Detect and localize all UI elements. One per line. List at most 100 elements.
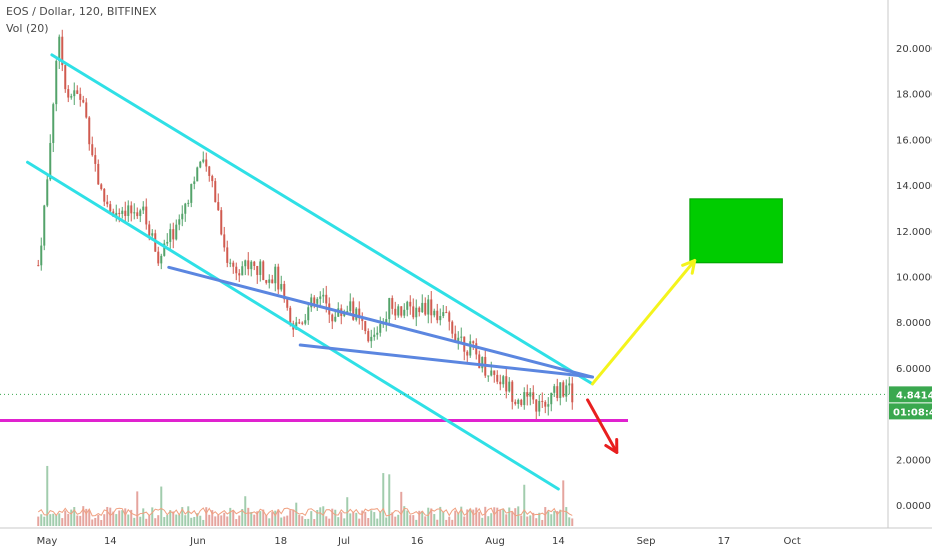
bullish-arrow-head[interactable] (681, 259, 697, 275)
volume-bar (319, 507, 322, 526)
volume-bar (397, 514, 400, 526)
volume-bar (487, 516, 490, 526)
candle-body (202, 159, 205, 162)
volume-bar (295, 502, 298, 526)
volume-bar (421, 511, 424, 526)
volume-bar (430, 508, 433, 526)
volume-bar (490, 513, 493, 526)
candle-body (283, 283, 286, 300)
volume-bar (217, 515, 220, 526)
candle-body (49, 143, 52, 180)
candle-body (139, 210, 142, 217)
volume-bar (349, 513, 352, 526)
volume-bar (418, 510, 421, 526)
volume-bar (112, 511, 115, 526)
volume-bar (100, 519, 103, 526)
time-tick-label: 14 (104, 536, 117, 547)
channel-upper-line[interactable] (50, 53, 594, 386)
price-tick-label: 8.0000 (896, 318, 931, 329)
candle-body (250, 261, 253, 270)
candle-body (532, 392, 535, 400)
candle-body (40, 245, 43, 266)
price-tick-label: 18.0000 (896, 90, 932, 101)
volume-bar (403, 506, 406, 526)
candle-body (205, 159, 208, 167)
volume-bar (481, 517, 484, 526)
volume-bar (82, 506, 85, 526)
candle-body (109, 204, 112, 212)
volume-bar (535, 518, 538, 526)
volume-bar (301, 516, 304, 526)
bearish-arrow-head[interactable] (604, 437, 619, 454)
volume-bar (571, 518, 574, 526)
volume-bar (103, 514, 106, 526)
axis-layer: 0.0000 2.0000 6.0000 8.0000 10.0000 12.0000 14… (0, 44, 932, 547)
volume-bar (283, 516, 286, 526)
candle-body (136, 212, 139, 217)
candle-body (403, 309, 406, 316)
volume-bar (118, 510, 121, 526)
volume-bar (214, 516, 217, 526)
candle-body (526, 392, 529, 397)
volume-bar (505, 514, 508, 526)
candle-body (127, 205, 130, 216)
volume-bar (220, 515, 223, 526)
volume-bar (388, 474, 391, 526)
volume-bar (154, 518, 157, 526)
volume-bar (157, 515, 160, 526)
candle-body (184, 203, 187, 214)
candle-body (37, 265, 40, 267)
bullish-arrow[interactable] (590, 259, 697, 386)
bearish-arrow[interactable] (586, 398, 619, 454)
volume-bar (448, 516, 451, 526)
candle-body (487, 375, 490, 377)
candle-body (130, 205, 133, 214)
volume-bar (559, 509, 562, 526)
candle-body (370, 336, 373, 342)
volume-bar (226, 516, 229, 526)
candle-body (559, 382, 562, 399)
volume-bar (172, 511, 175, 526)
candle-body (565, 385, 568, 397)
volume-bar (439, 506, 442, 526)
candle-body (211, 175, 214, 182)
volume-bar (265, 515, 268, 526)
candle-body (475, 343, 478, 355)
volume-bar (529, 515, 532, 526)
volume-bar (196, 513, 199, 526)
volume-bar (259, 511, 262, 526)
candle-body (493, 370, 496, 375)
volume-bar (262, 509, 265, 526)
volume-bar (37, 516, 40, 526)
candle-body (196, 167, 199, 182)
volume-bar (244, 496, 247, 526)
target-zone[interactable] (689, 198, 783, 264)
channel-lower-line[interactable] (26, 160, 560, 491)
volume-bar (544, 507, 547, 526)
volume-bar (493, 507, 496, 526)
volume-bar (106, 506, 109, 526)
volume-bar (313, 519, 316, 526)
candle-body (151, 233, 154, 236)
volume-bar (280, 517, 283, 526)
candle-body (118, 212, 121, 214)
volume-bar (358, 518, 361, 526)
drawing-layer[interactable] (0, 53, 783, 491)
candle-body (562, 382, 565, 397)
candle-body (214, 181, 217, 203)
candle-body (445, 312, 448, 314)
volume-bar (364, 511, 367, 526)
wedge-lower-line[interactable] (298, 343, 594, 379)
candle-body (469, 341, 472, 356)
volume-bar (193, 516, 196, 526)
candle-body (103, 188, 106, 202)
candle-body (508, 381, 511, 392)
volume-bar (484, 506, 487, 526)
volume-bar (361, 510, 364, 526)
candle-body (379, 324, 382, 333)
wedge-upper-line[interactable] (167, 265, 594, 379)
candle-body (430, 299, 433, 316)
volume-bar (67, 513, 70, 526)
price-tick-label: 6.0000 (896, 364, 931, 375)
